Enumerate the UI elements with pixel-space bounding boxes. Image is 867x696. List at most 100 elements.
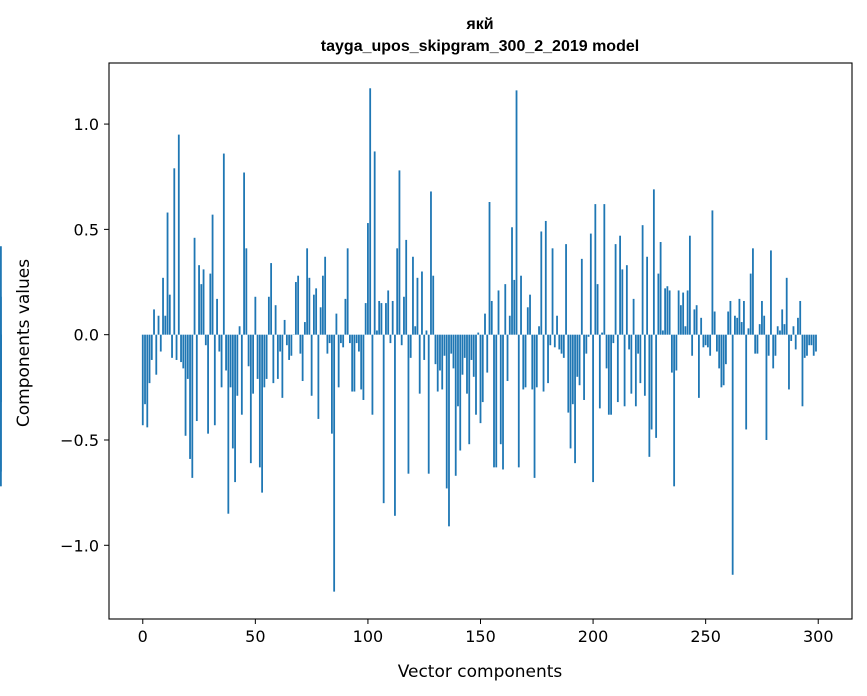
bar <box>416 277 419 335</box>
bar <box>682 292 685 335</box>
bar <box>569 334 572 449</box>
bar <box>718 334 721 369</box>
bar <box>648 334 651 457</box>
bar <box>364 303 367 335</box>
bar <box>756 334 759 354</box>
bar <box>234 334 236 483</box>
bar <box>607 334 610 415</box>
bar <box>225 334 227 371</box>
bar <box>704 334 707 346</box>
bar <box>702 334 705 348</box>
bar <box>594 204 597 335</box>
bar <box>421 271 423 335</box>
bar <box>150 334 153 360</box>
bar <box>265 334 268 379</box>
bar <box>0 296 2 335</box>
bar <box>531 334 534 390</box>
bar <box>299 334 302 354</box>
bar <box>513 279 516 335</box>
bar <box>380 303 383 335</box>
bar <box>189 334 191 459</box>
bar <box>749 273 752 335</box>
bar <box>171 334 173 358</box>
bar <box>565 244 567 335</box>
bar <box>346 248 349 335</box>
bar <box>670 334 673 373</box>
bar <box>562 334 565 358</box>
bar <box>407 334 410 474</box>
bar <box>177 134 180 335</box>
bar <box>326 334 329 354</box>
x-axis-label: Vector components <box>398 662 563 682</box>
bar <box>355 334 358 344</box>
bar <box>765 334 768 440</box>
bar <box>396 248 399 335</box>
bar <box>589 233 592 335</box>
bar <box>578 334 581 386</box>
bar <box>499 334 502 445</box>
bar <box>148 334 151 384</box>
bar <box>625 265 628 335</box>
bar <box>290 334 293 356</box>
bar <box>191 334 194 478</box>
bar <box>803 334 806 358</box>
bar <box>556 315 558 335</box>
bar <box>812 334 815 356</box>
bar <box>691 334 694 356</box>
bar <box>655 334 658 438</box>
bar <box>630 334 633 394</box>
bar <box>159 334 162 352</box>
bar <box>596 284 599 335</box>
bar <box>403 296 405 335</box>
bar <box>747 328 750 335</box>
bar <box>544 220 547 335</box>
bar <box>328 334 331 344</box>
bar <box>790 334 793 341</box>
bar <box>679 305 682 335</box>
bar <box>468 334 471 445</box>
bar <box>493 334 495 468</box>
bar <box>774 334 777 356</box>
bar <box>342 334 345 348</box>
bar <box>740 322 743 335</box>
bar <box>650 334 653 430</box>
bar <box>592 334 594 483</box>
bar <box>173 168 176 335</box>
bar <box>432 275 435 335</box>
bar <box>504 284 507 335</box>
bar <box>358 334 360 352</box>
bar-series <box>0 88 817 592</box>
bar <box>761 300 763 335</box>
bar <box>567 334 570 413</box>
bar <box>362 334 365 400</box>
bar <box>285 334 288 346</box>
bar <box>623 334 626 407</box>
bar <box>619 235 621 335</box>
bar <box>799 300 802 335</box>
bar <box>538 326 540 335</box>
bar <box>463 334 466 358</box>
bar <box>515 90 518 335</box>
bar <box>337 334 340 388</box>
chart-title: якй <box>465 16 493 33</box>
bar <box>758 324 761 335</box>
bar <box>319 307 322 335</box>
bar <box>367 223 369 335</box>
bar <box>614 244 617 335</box>
bar <box>267 296 270 335</box>
bar <box>664 288 667 335</box>
bar <box>621 269 624 335</box>
bar <box>508 315 511 335</box>
bar <box>643 334 646 396</box>
bar <box>387 290 390 335</box>
bar <box>261 334 263 493</box>
bar <box>256 334 259 379</box>
y-tick-label: 0.0 <box>74 326 99 345</box>
bar <box>371 334 374 415</box>
bar <box>317 334 320 419</box>
bar <box>661 330 664 335</box>
x-tick-label: 100 <box>353 627 384 646</box>
bar <box>693 309 696 335</box>
bar <box>231 334 234 449</box>
bar <box>270 263 273 335</box>
